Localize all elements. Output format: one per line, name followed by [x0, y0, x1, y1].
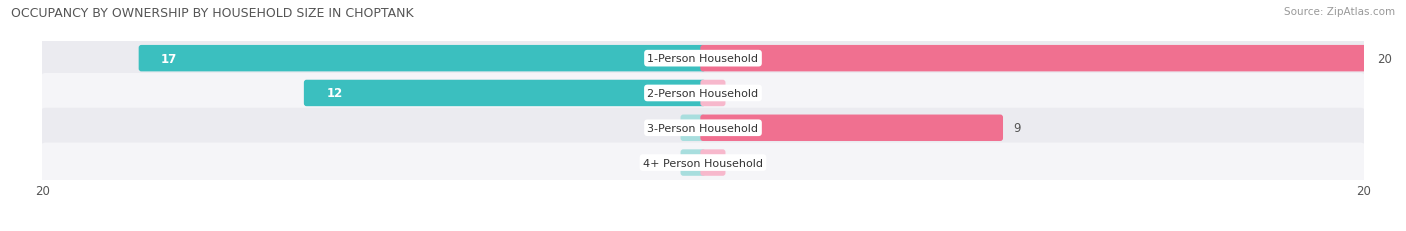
Text: OCCUPANCY BY OWNERSHIP BY HOUSEHOLD SIZE IN CHOPTANK: OCCUPANCY BY OWNERSHIP BY HOUSEHOLD SIZE…	[11, 7, 413, 20]
FancyBboxPatch shape	[41, 143, 1365, 183]
FancyBboxPatch shape	[304, 80, 706, 107]
Text: 1-Person Household: 1-Person Household	[648, 54, 758, 64]
FancyBboxPatch shape	[41, 39, 1365, 79]
Text: 12: 12	[326, 87, 343, 100]
Text: 0: 0	[733, 156, 740, 169]
FancyBboxPatch shape	[681, 150, 706, 176]
Legend: Owner-occupied, Renter-occupied: Owner-occupied, Renter-occupied	[568, 227, 838, 231]
Text: 2-Person Household: 2-Person Household	[647, 88, 759, 99]
Text: 4+ Person Household: 4+ Person Household	[643, 158, 763, 168]
FancyBboxPatch shape	[700, 46, 1367, 72]
FancyBboxPatch shape	[681, 115, 706, 141]
FancyBboxPatch shape	[139, 46, 706, 72]
Text: 3-Person Household: 3-Person Household	[648, 123, 758, 133]
Text: Source: ZipAtlas.com: Source: ZipAtlas.com	[1284, 7, 1395, 17]
Text: 20: 20	[1376, 52, 1392, 65]
Text: 0: 0	[666, 122, 673, 135]
FancyBboxPatch shape	[700, 150, 725, 176]
FancyBboxPatch shape	[41, 74, 1365, 113]
FancyBboxPatch shape	[41, 108, 1365, 148]
Text: 9: 9	[1014, 122, 1021, 135]
Text: 0: 0	[733, 87, 740, 100]
FancyBboxPatch shape	[700, 80, 725, 107]
Text: 17: 17	[162, 52, 177, 65]
Text: 0: 0	[666, 156, 673, 169]
FancyBboxPatch shape	[700, 115, 1002, 141]
